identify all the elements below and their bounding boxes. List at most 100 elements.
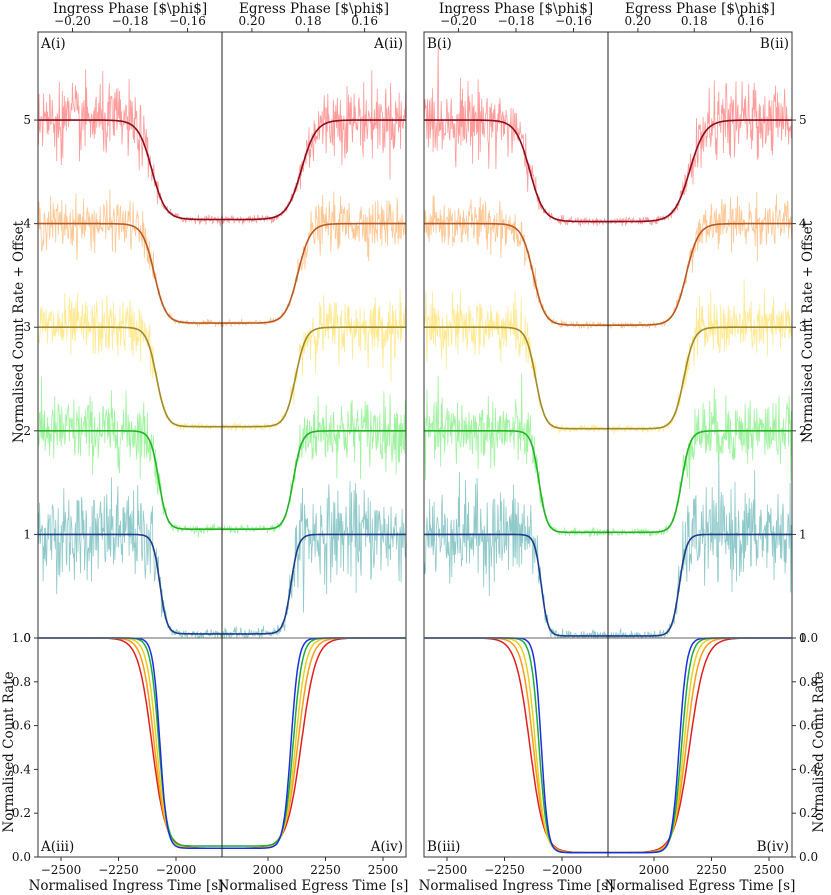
data-trace-egress-a-band0 [221,481,407,639]
phase-tick-label-ingress-a-1: −0.18 [112,14,149,28]
phase-tick-label-ingress-b-0: −0.20 [440,14,477,28]
bottom-y-tick-label-b-2: 0.4 [799,762,818,776]
bottom-model-egress-b-band0 [608,637,792,854]
phase-axis-label-ingress-b: Ingress Phase [$\phi$] [439,1,593,17]
top-y-tick-label-b-3: 3 [799,320,807,334]
bottom-y-tick-label-a-3: 0.6 [12,719,31,733]
x-axis-label-ingress-b: Normalised Ingress Time [s] [419,878,614,894]
data-trace-ingress-a-band2 [37,292,222,430]
model-curve-ingress-a-band0 [38,533,222,635]
top-y-tick-label-a-4: 4 [23,217,31,231]
model-curve-ingress-a-band1 [38,430,222,530]
bottom-y-axis-label: Normalised Count Rate [1,671,17,832]
model-curve-egress-a-band2 [222,326,406,428]
phase-tick-label-ingress-a-0: −0.20 [54,14,91,28]
panel-label-a-iii: A(iii) [40,839,74,855]
top-y-tick-label-b-4: 4 [799,217,807,231]
data-trace-egress-b-band1 [607,388,793,537]
data-trace-egress-b-band4 [608,80,793,227]
x-tick-label-ingress-a-0: −2500 [41,863,82,877]
data-trace-ingress-b-band1 [423,373,609,537]
model-curve-egress-a-band3 [222,222,406,324]
panel-label-a-ii: A(ii) [373,36,403,52]
top-y-axis-label-right: Normalised Count Rate + Offset [800,220,816,443]
top-y-tick-label-a-5: 5 [23,113,31,127]
data-trace-ingress-a-band4 [37,69,223,227]
x-tick-label-egress-a-2: 2500 [368,863,399,877]
bottom-y-tick-label-a-1: 0.2 [12,806,31,820]
data-trace-egress-b-band0 [607,453,793,640]
x-axis-label-egress-b: Normalised Egress Time [s] [605,878,796,894]
model-curve-ingress-b-band2 [424,326,608,430]
model-curve-egress-a-band4 [222,119,406,221]
data-trace-ingress-a-band0 [37,477,223,640]
bottom-model-egress-b-band3 [608,637,792,854]
x-tick-label-ingress-a-1: −2250 [98,863,139,877]
model-curve-egress-b-band1 [608,430,792,534]
axes-frame-layer [34,28,796,861]
bottom-y-tick-label-b-4: 0.8 [799,675,818,689]
bottom-model-ingress-a-band1 [38,637,222,847]
model-curve-ingress-a-band2 [38,326,222,428]
phase-tick-label-egress-b-2: 0.16 [737,14,764,28]
model-curve-ingress-b-band1 [424,430,608,534]
phase-tick-label-egress-b-0: 0.20 [625,14,652,28]
bottom-y-tick-label-a-5: 1.0 [12,631,31,645]
model-curve-egress-a-band0 [222,533,406,635]
bottom-model-ingress-b-band2 [424,637,608,854]
bottom-model-egress-b-band1 [608,637,792,854]
model-curve-egress-b-band0 [608,533,792,637]
model-curve-layer [38,119,792,854]
phase-tick-label-ingress-b-1: −0.18 [498,14,535,28]
bottom-y-tick-label-b-5: 1.0 [799,631,818,645]
bottom-y-tick-label-b-1: 0.2 [799,806,818,820]
model-curve-ingress-b-band4 [424,119,608,223]
model-curve-ingress-b-band0 [424,533,608,637]
data-trace-ingress-a-band3 [37,189,223,327]
x-tick-label-egress-b-2: 2500 [754,863,785,877]
data-trace-egress-a-band2 [221,289,406,432]
bottom-model-ingress-b-band0 [424,637,608,854]
panel-label-b-i: B(i) [427,36,452,52]
top-y-tick-label-a-1: 1 [23,527,31,541]
data-trace-ingress-a-band1 [37,376,223,538]
model-curve-egress-b-band2 [608,326,792,430]
model-curve-egress-b-band3 [608,222,792,326]
bottom-y-tick-label-a-0: 0.0 [12,850,31,864]
bottom-model-ingress-a-band0 [38,637,222,849]
bottom-model-ingress-a-band2 [38,637,222,849]
data-trace-egress-b-band2 [607,279,793,434]
top-y-tick-label-b-1: 1 [799,527,807,541]
panel-label-b-iv: B(iv) [757,839,789,855]
top-y-tick-label-a-2: 2 [23,424,31,438]
x-tick-label-egress-a-0: 2000 [253,863,284,877]
phase-axis-label-egress-a: Egress Phase [$\phi$] [239,1,389,17]
bottom-model-egress-a-band4 [222,637,406,849]
top-y-axis-label: Normalised Count Rate + Offset [11,220,27,443]
bottom-y-tick-label-a-2: 0.4 [12,762,31,776]
panel-label-a-iv: A(iv) [370,839,403,855]
x-axis-label-ingress-a: Normalised Ingress Time [s] [29,878,224,894]
phase-tick-label-egress-a-0: 0.20 [239,14,266,28]
data-trace-egress-a-band3 [221,191,407,328]
model-curve-ingress-a-band4 [38,119,222,221]
bottom-y-axis-label-right: Normalised Count Rate [811,671,827,832]
bottom-model-egress-b-band2 [608,637,792,854]
top-y-tick-label-b-2: 2 [799,424,807,438]
top-y-tick-label-a-3: 3 [23,320,31,334]
model-curve-egress-b-band4 [608,119,792,223]
panel-label-a-i: A(i) [40,36,66,52]
x-tick-label-ingress-a-2: −2000 [156,863,197,877]
phase-tick-label-ingress-a-2: −0.16 [169,14,206,28]
x-tick-label-ingress-b-1: −2250 [484,863,525,877]
bottom-model-ingress-a-band3 [38,637,222,849]
phase-axis-label-egress-b: Egress Phase [$\phi$] [625,1,775,17]
x-tick-label-ingress-b-2: −2000 [542,863,583,877]
bottom-model-ingress-b-band3 [424,637,608,854]
model-curve-ingress-b-band3 [424,222,608,326]
bottom-model-ingress-a-band4 [38,637,222,849]
x-tick-label-egress-b-0: 2000 [639,863,670,877]
x-axis-label-egress-a: Normalised Egress Time [s] [218,878,409,894]
panel-label-b-ii: B(ii) [760,36,789,52]
